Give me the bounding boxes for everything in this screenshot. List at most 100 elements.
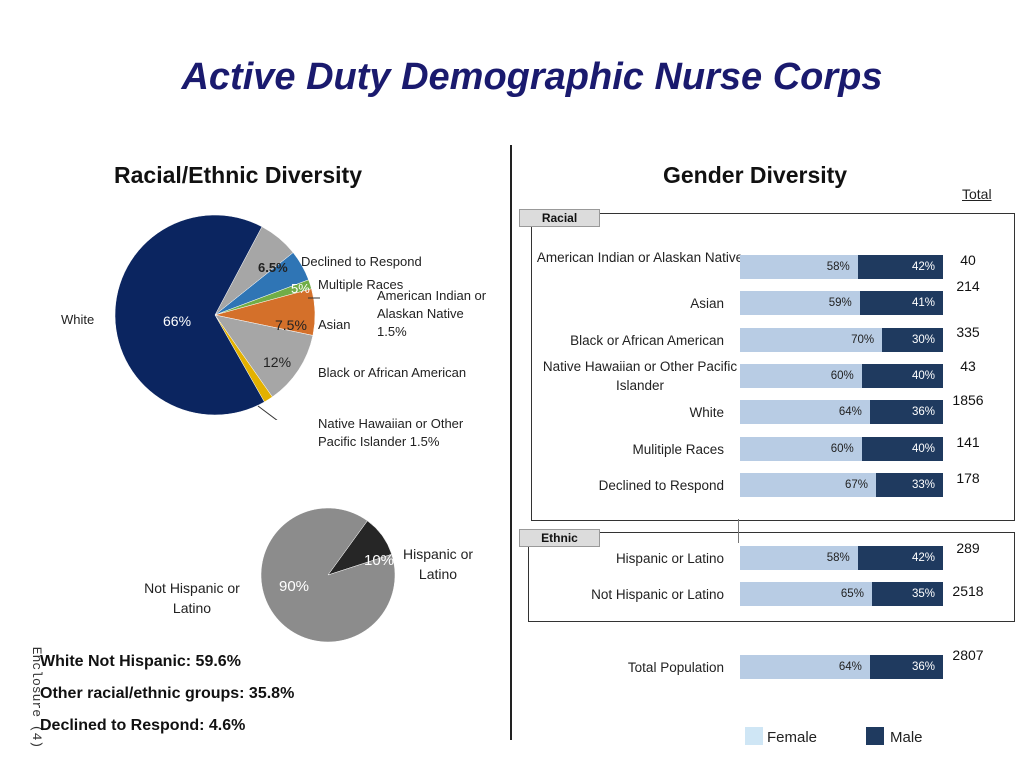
summary-declined: Declined to Respond: 4.6% [40, 717, 246, 734]
legend-male-swatch [866, 727, 884, 745]
row-label-native-hawaiian-or-other-pacific-islander: Native Hawaiian or Other Pacific Islande… [542, 359, 738, 393]
racial-tag: Racial [519, 209, 600, 227]
summary-other-groups: Other racial/ethnic groups: 35.8% [40, 685, 295, 702]
bar-male-label-white: 36% [911, 406, 935, 418]
bar-female-declined-to-respond: 67% [740, 473, 876, 497]
bar-male-label-asian: 41% [911, 297, 935, 309]
racial-ethnic-heading: Racial/Ethnic Diversity [114, 162, 362, 188]
label-declined: Declined to Respond [301, 254, 422, 269]
label-white: White [61, 312, 95, 327]
summary-white-not-hispanic: White Not Hispanic: 59.6% [40, 653, 241, 670]
label-asian: Asian [318, 317, 351, 332]
bar-male-native-hawaiian-or-other-pacific-islander: 40% [861, 364, 943, 388]
bar-female-black-or-african-american: 70% [740, 328, 883, 352]
bar-female-label-white: 64% [838, 406, 862, 418]
bar-not-hispanic-or-latino: 65% 35% [740, 582, 943, 606]
total-asian: 214 [956, 278, 980, 294]
bar-male-black-or-african-american: 30% [882, 328, 943, 352]
ethnic-tag: Ethnic [519, 529, 600, 547]
row-label-total-population: Total Population [627, 660, 724, 675]
bar-male-label-not-hispanic-or-latino: 35% [911, 588, 935, 600]
bar-female-hispanic-or-latino: 58% [740, 546, 858, 570]
total-declined-to-respond: 178 [956, 470, 980, 486]
row-label-white: White [689, 405, 724, 420]
total-not-hispanic-or-latino: 2518 [952, 583, 984, 599]
bar-female-label-total-population: 64% [838, 661, 862, 673]
bar-native-hawaiian-or-other-pacific-islander: 60% 40% [740, 364, 943, 388]
ethnic-group-box [528, 532, 1015, 622]
label-american-indian-3: 1.5% [377, 324, 407, 339]
bar-male-label-hispanic-or-latino: 42% [911, 552, 935, 564]
bar-male-american-indian-or-alaskan-native: 42% [857, 255, 943, 279]
label-white-pct: 66% [163, 313, 192, 329]
total-native-hawaiian-or-other-pacific-islander: 43 [960, 358, 976, 374]
label-not-hispanic-pct: 90% [279, 578, 310, 595]
bar-female-mulitiple-races: 60% [740, 437, 862, 461]
label-not-hispanic-2: Latino [172, 600, 212, 616]
bar-male-asian: 41% [859, 291, 943, 315]
bar-mulitiple-races: 60% 40% [740, 437, 943, 461]
legend-female-swatch [745, 727, 763, 745]
bar-american-indian-or-alaskan-native: 58% 42% [740, 255, 943, 279]
row-label-declined-to-respond: Declined to Respond [598, 478, 724, 493]
bar-female-asian: 59% [740, 291, 860, 315]
bar-male-label-american-indian-or-alaskan-native: 42% [911, 261, 935, 273]
row-label-black-or-african-american: Black or African American [570, 333, 724, 348]
bar-axis-break [738, 519, 739, 543]
bar-female-label-native-hawaiian-or-other-pacific-islander: 60% [830, 370, 854, 382]
bar-male-hispanic-or-latino: 42% [857, 546, 943, 570]
total-black-or-african-american: 335 [956, 324, 980, 340]
bar-female-not-hispanic-or-latino: 65% [740, 582, 872, 606]
bar-female-label-mulitiple-races: 60% [830, 443, 854, 455]
bar-female-american-indian-or-alaskan-native: 58% [740, 255, 858, 279]
legend-female-label: Female [767, 729, 818, 746]
label-native-hawaiian-2: Pacific Islander 1.5% [318, 434, 440, 449]
leader-native-hawaiian [257, 405, 278, 420]
label-american-indian-1: American Indian or [377, 288, 487, 303]
bar-male-label-mulitiple-races: 40% [911, 443, 935, 455]
bar-male-label-total-population: 36% [911, 661, 935, 673]
label-native-hawaiian-1: Native Hawaiian or Other [318, 416, 464, 431]
bar-female-label-american-indian-or-alaskan-native: 58% [826, 261, 850, 273]
total-hispanic-or-latino: 289 [956, 540, 980, 556]
total-american-indian-or-alaskan-native: 40 [960, 252, 976, 268]
row-label-mulitiple-races: Mulitiple Races [632, 442, 724, 457]
label-hispanic-pct: 10% [364, 552, 395, 569]
bar-female-label-black-or-african-american: 70% [851, 334, 875, 346]
bar-male-label-native-hawaiian-or-other-pacific-islander: 40% [911, 370, 935, 382]
bar-female-native-hawaiian-or-other-pacific-islander: 60% [740, 364, 862, 388]
label-hispanic-2: Latino [418, 566, 458, 582]
racial-slice-white [114, 214, 265, 416]
bar-female-label-not-hispanic-or-latino: 65% [840, 588, 864, 600]
label-american-indian-2: Alaskan Native [377, 306, 464, 321]
bar-female-label-declined-to-respond: 67% [844, 479, 868, 491]
total-header: Total [962, 186, 992, 202]
page-title: Active Duty Demographic Nurse Corps [181, 56, 883, 98]
total-total-population: 2807 [952, 647, 984, 663]
label-multiple-pct: 5% [291, 281, 310, 296]
total-mulitiple-races: 141 [956, 434, 980, 450]
bar-hispanic-or-latino: 58% 42% [740, 546, 943, 570]
row-label-not-hispanic-or-latino: Not Hispanic or Latino [591, 587, 724, 602]
row-label-hispanic-or-latino: Hispanic or Latino [615, 551, 724, 566]
bar-male-mulitiple-races: 40% [861, 437, 943, 461]
ethnicity-pie-chart [260, 507, 396, 643]
bar-male-declined-to-respond: 33% [876, 473, 943, 497]
label-black: Black or African American [318, 365, 467, 380]
label-not-hispanic-1: Not Hispanic or [144, 580, 240, 596]
total-white: 1856 [952, 392, 984, 408]
bar-total-population: 64% 36% [740, 655, 943, 679]
racial-slice-black-or-african-american [214, 314, 314, 398]
label-asian-pct: 7.5% [275, 317, 307, 333]
section-divider [510, 145, 512, 740]
bar-male-total-population: 36% [869, 655, 943, 679]
label-hispanic-1: Hispanic or [402, 546, 474, 562]
bar-female-label-asian: 59% [828, 297, 852, 309]
racial-pie-chart [114, 214, 320, 420]
bar-male-white: 36% [869, 400, 943, 424]
racial-group-box [531, 213, 1015, 521]
bar-male-label-declined-to-respond: 33% [911, 479, 935, 491]
row-label-asian: Asian [690, 296, 724, 311]
bar-female-total-population: 64% [740, 655, 870, 679]
bar-male-label-black-or-african-american: 30% [911, 334, 935, 346]
